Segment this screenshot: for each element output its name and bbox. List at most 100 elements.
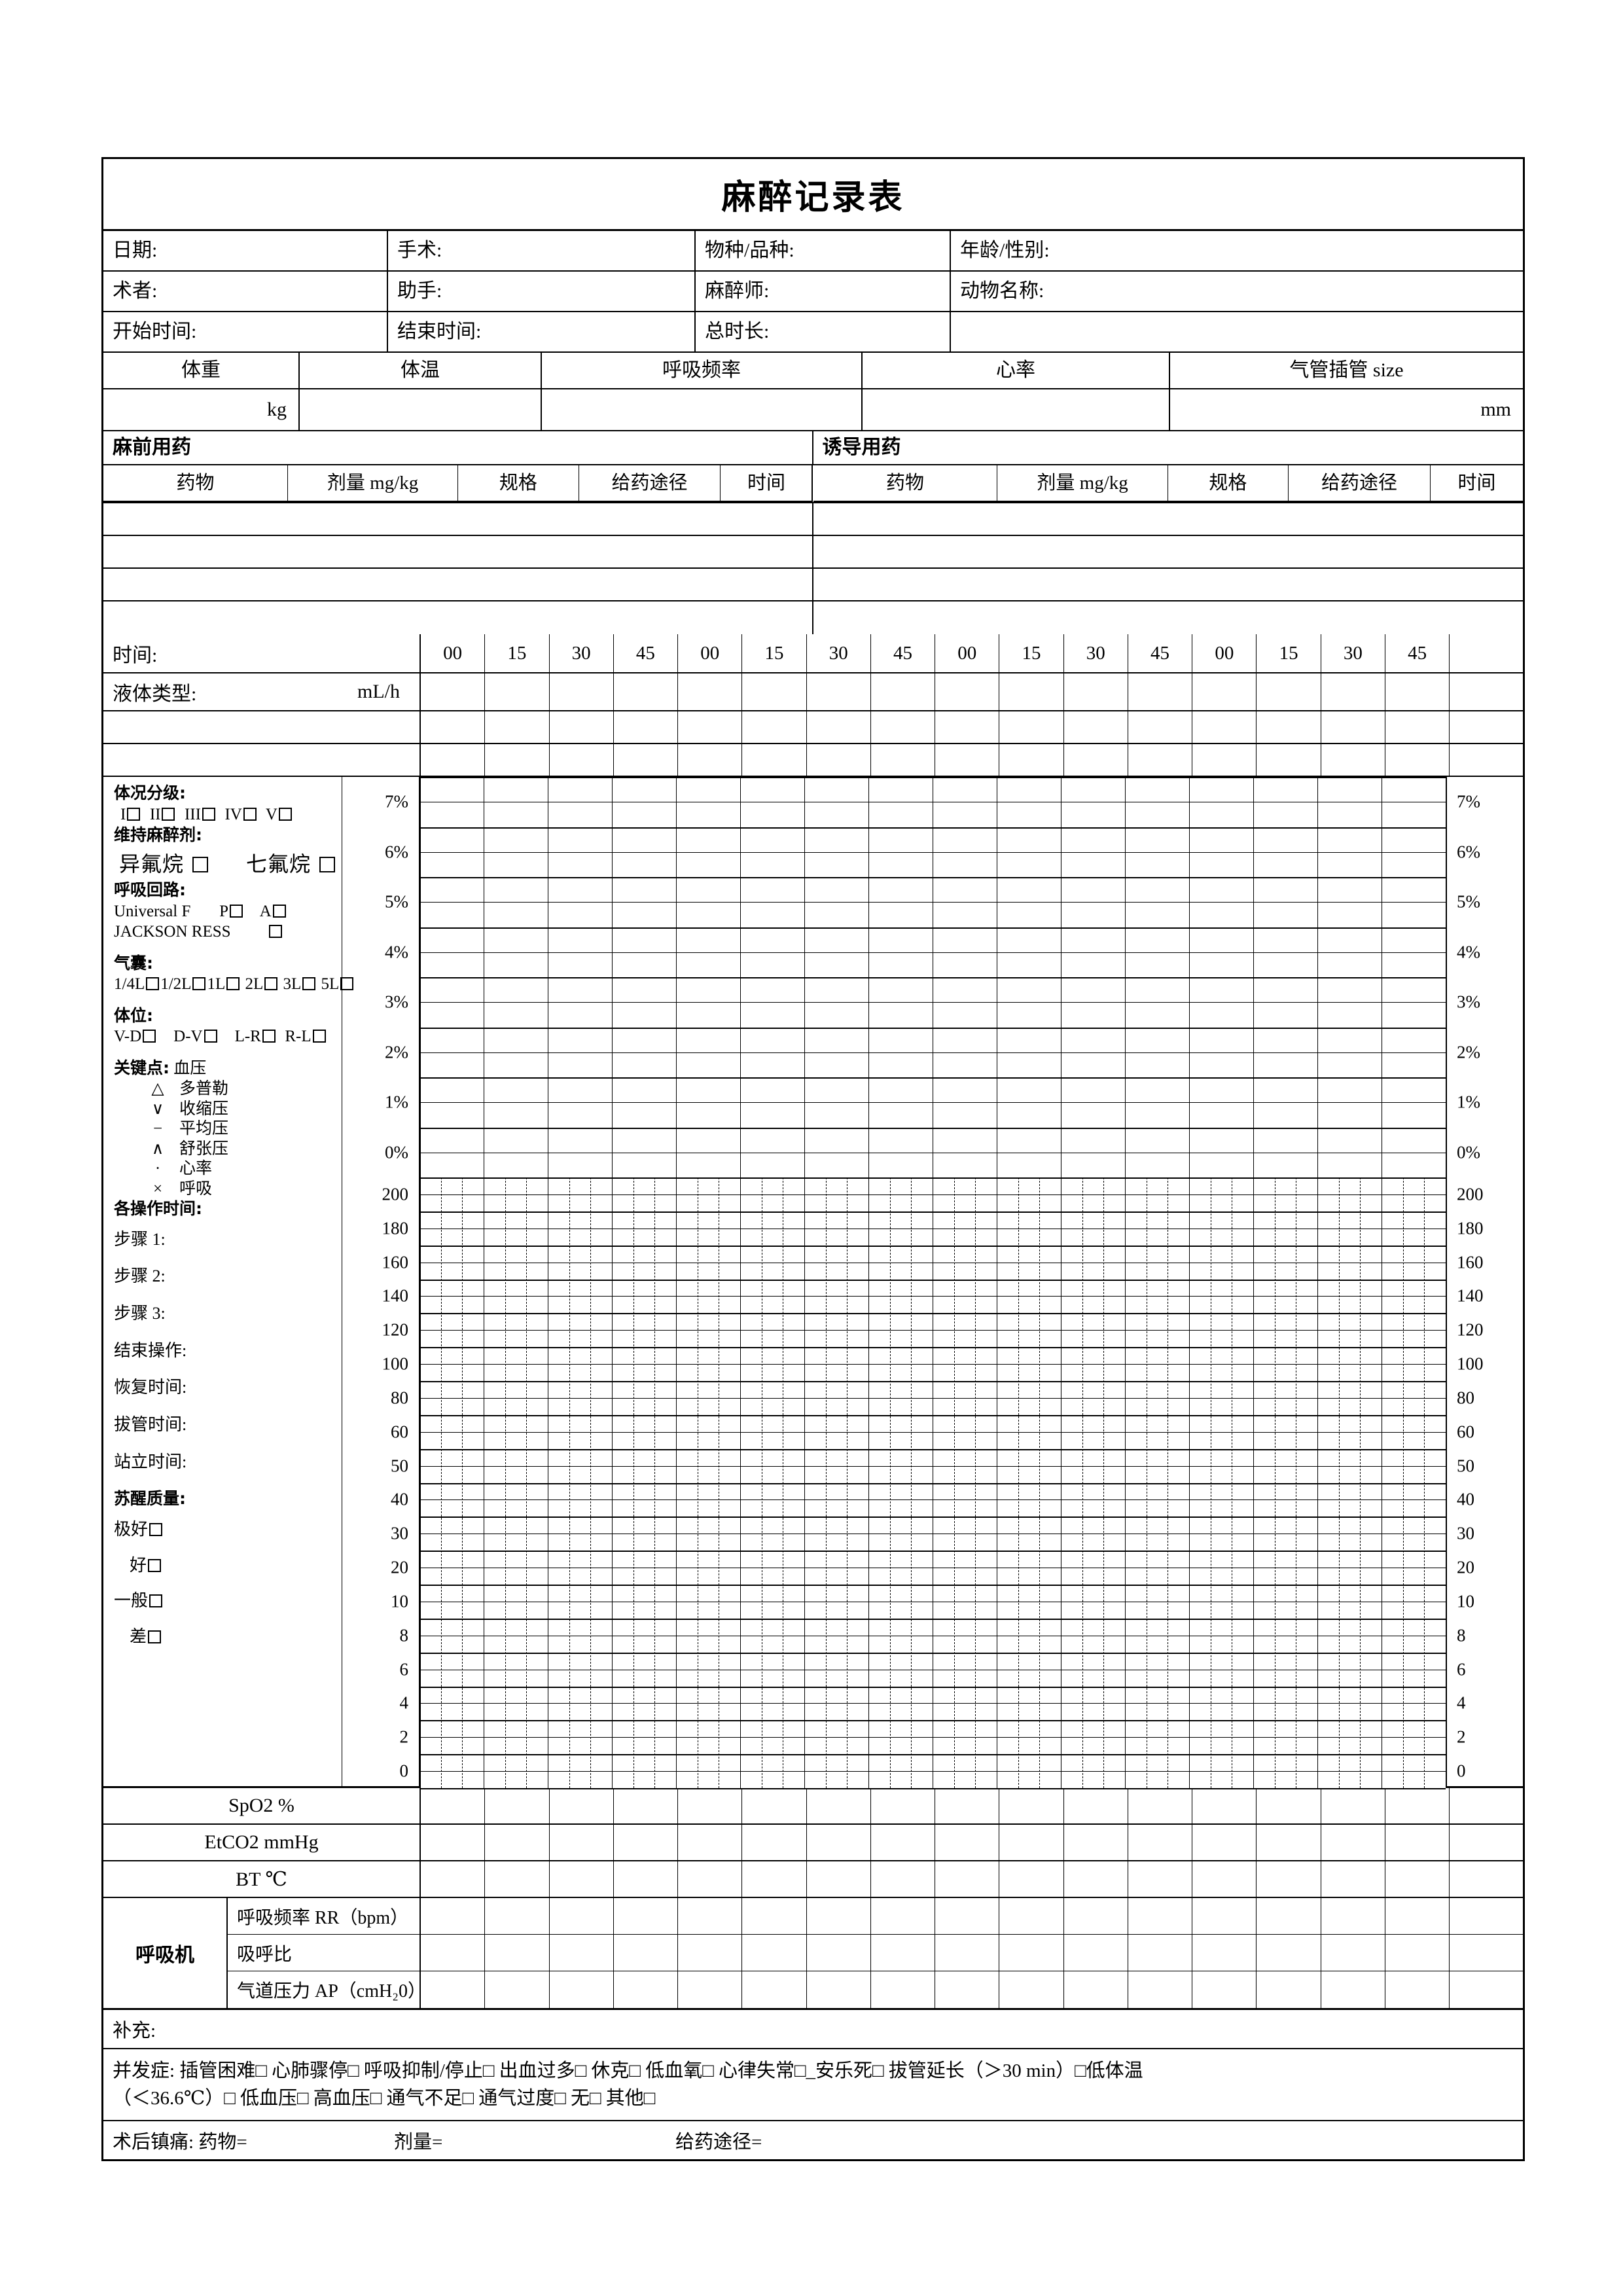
bag-checkbox-3l[interactable] [302,977,316,991]
analgesia-row[interactable]: 术后镇痛: 药物= 剂量= 给药途径= [103,2121,1523,2159]
parameter-value-cell[interactable] [1257,1788,1321,1823]
fluid-extra-cell[interactable] [614,744,679,776]
ventilator-value-cell[interactable] [742,1898,807,1934]
ventilator-value-cell[interactable] [1064,1898,1128,1934]
parameter-value-cell[interactable] [871,1825,936,1860]
fluid-extra-row[interactable] [103,744,1523,777]
drug-entry-row[interactable] [103,569,1523,601]
parameter-value-cell[interactable] [1128,1825,1193,1860]
vitals-value-ett-size[interactable]: mm [1170,389,1523,431]
parameter-value-cell[interactable] [421,1825,486,1860]
parameter-value-cell[interactable] [614,1788,679,1823]
ventilator-value-cell[interactable] [742,1935,807,1971]
parameter-value-cell[interactable] [1192,1861,1257,1897]
operation-time-item[interactable]: 恢复时间: [114,1378,187,1397]
analgesia-dose-field[interactable]: 剂量= [394,2132,443,2153]
parameter-value-cell[interactable] [807,1788,871,1823]
fluid-extra-cell[interactable] [807,711,871,743]
parameter-value-cell[interactable] [935,1861,1000,1897]
ventilator-value-cell[interactable] [1450,1971,1523,2008]
field-end-time[interactable]: 结束时间: [388,312,696,353]
fluid-extra-cell[interactable] [614,711,679,743]
ventilator-value-cell[interactable] [614,1935,679,1971]
position-checkbox-vd[interactable] [143,1030,156,1043]
fluid-cell[interactable] [1192,673,1257,710]
ventilator-value-cell[interactable] [807,1935,871,1971]
ventilator-value-cell[interactable] [999,1935,1064,1971]
fluid-cell[interactable] [550,673,614,710]
fluid-extra-cell[interactable] [1321,711,1385,743]
parameter-value-cell[interactable] [807,1861,871,1897]
ventilator-value-row[interactable] [421,1935,1523,1971]
ventilator-value-cell[interactable] [1064,1971,1128,2008]
ventilator-value-cell[interactable] [678,1935,743,1971]
parameter-value-cell[interactable] [550,1825,614,1860]
fluid-value-grid[interactable] [421,673,1523,710]
fluid-cell[interactable] [1321,673,1385,710]
fluid-extra-cell[interactable] [1450,744,1523,776]
parameter-value-cell[interactable] [935,1788,1000,1823]
circuit-universal-f-row[interactable]: Universal F P A [114,902,342,922]
ventilator-value-cell[interactable] [421,1898,486,1934]
fluid-cell[interactable] [871,673,936,710]
ventilator-value-cell[interactable] [742,1971,807,2008]
ventilator-value-cell[interactable] [1385,1971,1450,2008]
operation-time-item[interactable]: 步骤 3: [114,1304,166,1323]
vitals-value-resp-rate[interactable] [542,389,863,431]
ventilator-value-cell[interactable] [485,1971,550,2008]
field-surgery[interactable]: 手术: [388,231,696,272]
ventilator-value-cell[interactable] [999,1898,1064,1934]
recovery-quality-item[interactable]: 好 [130,1556,342,1576]
ventilator-value-cell[interactable] [871,1935,936,1971]
operation-time-item[interactable]: 步骤 1: [114,1229,166,1249]
field-start-time[interactable]: 开始时间: [103,312,388,353]
fluid-cell[interactable] [421,673,486,710]
ventilator-value-cell[interactable] [1192,1971,1257,2008]
parameter-value-cell[interactable] [1321,1861,1385,1897]
bag-checkbox-half[interactable] [192,977,206,991]
ventilator-value-cell[interactable] [871,1898,936,1934]
fluid-extra-cell[interactable] [1257,711,1321,743]
field-age-sex[interactable]: 年龄/性别: [951,231,1523,272]
ventilator-value-cell[interactable] [614,1898,679,1934]
parameter-value-cell[interactable] [1321,1825,1385,1860]
maintenance-options[interactable]: 异氟烷 七氟烷 [119,852,342,877]
ventilator-value-cell[interactable] [1257,1971,1321,2008]
position-options[interactable]: V-D D-V L-R R-L [114,1027,342,1047]
fluid-cell[interactable] [999,673,1064,710]
circuit-a-checkbox[interactable] [272,904,286,918]
fluid-extra-cell[interactable] [550,744,614,776]
fluid-extra-cell[interactable] [1128,744,1193,776]
parameter-value-cell[interactable] [999,1861,1064,1897]
fluid-extra-cell[interactable] [935,744,1000,776]
parameter-value-cell[interactable] [742,1861,807,1897]
isoflurane-checkbox[interactable] [192,856,209,872]
parameter-value-cell[interactable] [485,1825,550,1860]
parameter-value-cell[interactable] [742,1788,807,1823]
recovery-quality-checkbox[interactable] [149,1594,163,1608]
ventilator-value-cell[interactable] [935,1971,1000,2008]
ventilator-value-cell[interactable] [1257,1898,1321,1934]
bag-checkbox-5l[interactable] [340,977,354,991]
parameter-value-cell[interactable] [1128,1788,1193,1823]
parameter-value-cell[interactable] [1385,1825,1450,1860]
parameter-value-cell[interactable] [1385,1861,1450,1897]
fluid-cell[interactable] [1257,673,1321,710]
parameter-value-cell[interactable] [1257,1825,1321,1860]
parameter-value-cell[interactable] [1257,1861,1321,1897]
recovery-quality-checkbox[interactable] [148,1630,162,1643]
asa-checkbox-2[interactable] [162,807,175,821]
position-checkbox-dv[interactable] [204,1030,217,1043]
fluid-extra-cell[interactable] [421,711,486,743]
fluid-cell[interactable] [935,673,1000,710]
asa-options[interactable]: I II III IV V [120,805,342,825]
fluid-extra-cell[interactable] [807,744,871,776]
bag-checkbox-quarter[interactable] [146,977,160,991]
fluid-extra-cell[interactable] [1450,711,1523,743]
parameter-value-cell[interactable] [742,1825,807,1860]
parameter-value-cell[interactable] [485,1861,550,1897]
ventilator-value-cell[interactable] [550,1898,614,1934]
parameter-value-cell[interactable] [550,1861,614,1897]
percent-grid[interactable] [419,777,1447,1179]
fluid-cell[interactable] [1064,673,1128,710]
